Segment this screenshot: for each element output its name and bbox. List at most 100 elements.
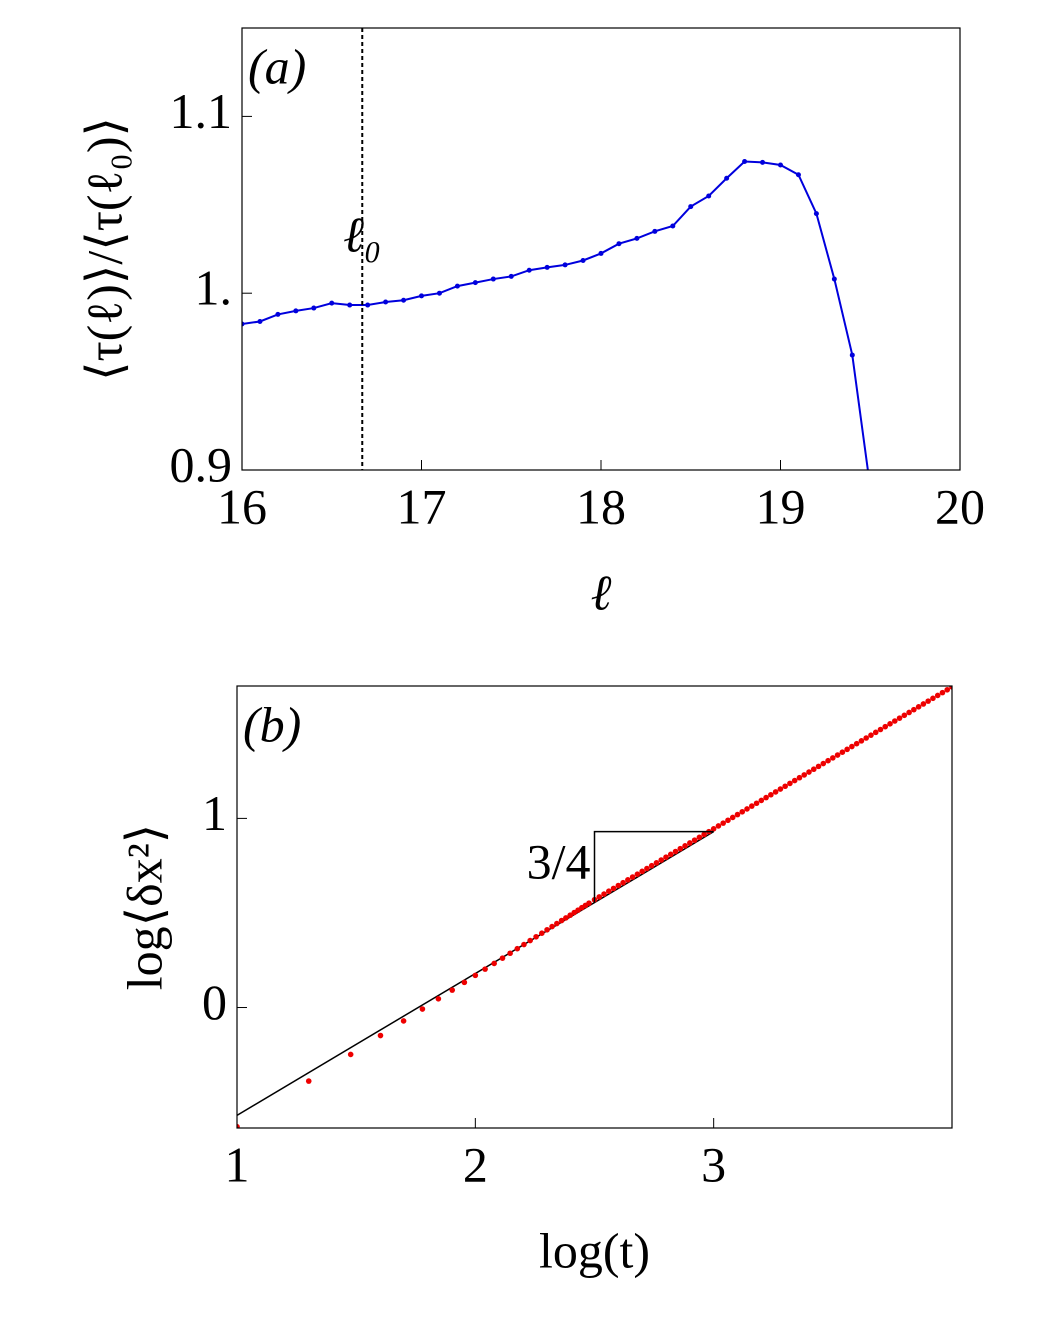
data-point (939, 689, 946, 696)
data-point (526, 267, 532, 273)
data-point (849, 743, 855, 750)
data-point (813, 211, 819, 217)
data-point (508, 273, 514, 279)
frame (236, 685, 953, 1129)
x-tick-label: 18 (576, 478, 626, 534)
data-point (567, 912, 573, 919)
data-point (347, 302, 353, 308)
data-point (787, 780, 793, 787)
data-point (734, 811, 741, 818)
x-tick-label: 3 (701, 1136, 726, 1192)
y-tick-label: 1 (202, 785, 227, 841)
data-point (868, 732, 874, 738)
data-point (615, 882, 622, 889)
data-point (620, 879, 626, 886)
data-point (949, 686, 952, 690)
slope-label: 3/4 (527, 834, 591, 890)
data-point (706, 193, 712, 199)
data-point (625, 877, 631, 883)
data-point (305, 1078, 312, 1084)
x-tick-label: 19 (756, 478, 806, 534)
data-point (257, 318, 263, 324)
data-point (825, 757, 831, 764)
data-point (507, 950, 513, 957)
data-point (739, 808, 746, 815)
data-point (691, 837, 698, 843)
data-point (648, 862, 655, 869)
data-point (777, 786, 784, 792)
data-point (667, 851, 674, 858)
data-point (853, 740, 860, 747)
data-point (877, 726, 884, 733)
y-tick-label: 1.1 (170, 83, 233, 139)
x-axis-label: log(t) (539, 1222, 650, 1278)
data-point (293, 308, 299, 314)
data-point (729, 814, 736, 821)
data-point (815, 763, 822, 770)
data-point (810, 766, 817, 773)
data-point (920, 701, 927, 707)
data-point (544, 926, 550, 933)
data-point (901, 712, 908, 719)
x-tick-label: 1 (225, 1136, 250, 1192)
x-axis-label: ℓ (591, 564, 612, 620)
data-point (539, 930, 545, 936)
data-point (461, 979, 468, 986)
x-tick-label: 20 (935, 478, 985, 534)
data-point (863, 735, 869, 741)
data-point (652, 228, 658, 234)
plot-area (237, 686, 952, 1128)
data-point (892, 718, 898, 724)
data-point (801, 772, 808, 778)
data-point (311, 305, 317, 311)
x-tick-label: 17 (397, 478, 447, 534)
data-point (401, 297, 407, 303)
data-point (831, 276, 837, 282)
data-point (858, 738, 865, 744)
data-point (436, 290, 442, 296)
data-point (472, 972, 479, 979)
data-point (472, 280, 478, 286)
data-point (682, 843, 688, 849)
data-point (806, 769, 812, 775)
panel-label: (b) (243, 696, 301, 752)
data-point (872, 729, 879, 736)
data-point (365, 302, 371, 308)
data-point (580, 257, 586, 263)
data-point (490, 276, 496, 282)
data-point (598, 250, 604, 256)
data-point (400, 1018, 407, 1024)
data-point (377, 1032, 384, 1039)
data-point (758, 797, 765, 804)
data-point (527, 937, 533, 944)
data-point (586, 900, 592, 906)
data-point (896, 715, 903, 721)
data-point (710, 825, 717, 832)
data-point (658, 857, 665, 863)
data-point (882, 723, 889, 730)
data-point (934, 692, 941, 699)
data-point (795, 172, 801, 178)
data-point (791, 777, 798, 784)
data-point (672, 848, 679, 855)
data-point (768, 791, 774, 798)
data-point (677, 845, 684, 852)
annotation: ℓ₀ (343, 207, 381, 263)
data-point (544, 264, 550, 270)
data-point (419, 1006, 426, 1012)
data-point (744, 806, 750, 812)
data-point (558, 917, 565, 924)
series-line (242, 160, 869, 470)
data-point (687, 840, 693, 846)
x-tick-label: 16 (217, 478, 267, 534)
data-point (562, 262, 568, 268)
data-point (499, 955, 506, 961)
data-point (653, 860, 660, 866)
data-point (796, 774, 803, 781)
data-point (839, 749, 846, 755)
data-point (930, 695, 936, 702)
slope-triangle (593, 830, 714, 903)
data-point (521, 941, 527, 948)
data-point (606, 888, 612, 895)
